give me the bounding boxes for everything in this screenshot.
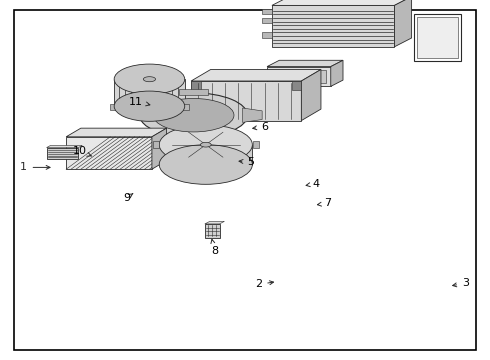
Text: 5: 5 — [239, 157, 254, 167]
Polygon shape — [110, 104, 189, 110]
Polygon shape — [272, 5, 394, 47]
Polygon shape — [301, 69, 321, 121]
Polygon shape — [191, 69, 321, 81]
Text: 7: 7 — [318, 198, 331, 208]
Polygon shape — [47, 148, 78, 159]
Polygon shape — [253, 141, 259, 148]
Polygon shape — [416, 17, 458, 58]
Ellipse shape — [159, 125, 252, 165]
Text: 10: 10 — [73, 146, 92, 156]
Polygon shape — [191, 81, 301, 121]
Text: 1: 1 — [20, 162, 27, 172]
Text: 11: 11 — [129, 96, 150, 107]
Polygon shape — [153, 141, 159, 148]
Polygon shape — [243, 108, 262, 122]
Ellipse shape — [114, 91, 185, 121]
Polygon shape — [331, 60, 343, 86]
Text: 6: 6 — [253, 122, 268, 132]
Polygon shape — [272, 0, 412, 5]
Polygon shape — [394, 0, 412, 47]
Text: 2: 2 — [255, 279, 273, 289]
Ellipse shape — [159, 145, 252, 184]
Ellipse shape — [153, 99, 234, 132]
Polygon shape — [191, 81, 201, 90]
Polygon shape — [179, 89, 208, 95]
Polygon shape — [47, 145, 82, 148]
Ellipse shape — [140, 93, 247, 138]
Polygon shape — [262, 9, 272, 14]
Ellipse shape — [143, 77, 156, 82]
Polygon shape — [159, 145, 252, 165]
Ellipse shape — [200, 143, 211, 147]
Polygon shape — [292, 81, 301, 90]
Polygon shape — [262, 18, 272, 23]
Polygon shape — [114, 79, 185, 106]
Polygon shape — [272, 70, 326, 83]
Polygon shape — [267, 67, 331, 86]
Polygon shape — [66, 128, 167, 137]
Polygon shape — [205, 221, 224, 224]
Text: 4: 4 — [306, 179, 319, 189]
Polygon shape — [205, 224, 220, 238]
Polygon shape — [66, 137, 152, 169]
Text: 3: 3 — [453, 278, 469, 288]
Text: 8: 8 — [211, 239, 218, 256]
Ellipse shape — [114, 64, 185, 94]
Polygon shape — [152, 128, 167, 169]
Text: 9: 9 — [123, 193, 133, 203]
Polygon shape — [262, 32, 272, 38]
Polygon shape — [267, 60, 343, 67]
